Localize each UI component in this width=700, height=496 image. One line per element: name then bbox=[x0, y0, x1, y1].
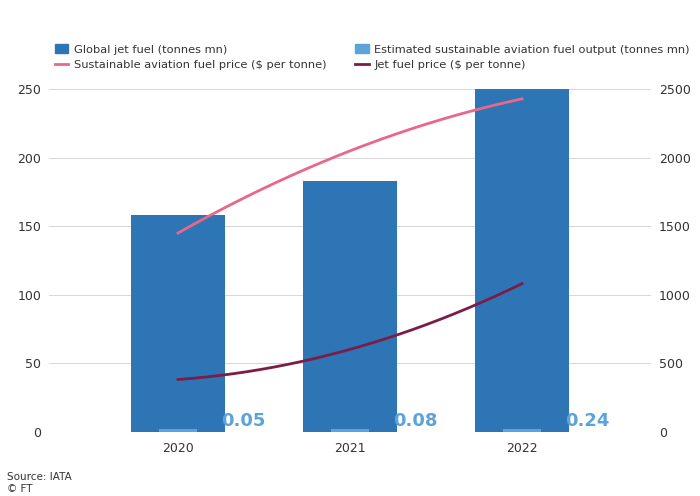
Text: Source: IATA
© FT: Source: IATA © FT bbox=[7, 472, 71, 494]
Bar bbox=[131, 215, 225, 432]
Text: 0.05: 0.05 bbox=[221, 412, 265, 430]
Bar bbox=[159, 430, 197, 432]
Text: 0.08: 0.08 bbox=[393, 412, 438, 430]
Bar bbox=[503, 430, 541, 432]
Legend: Global jet fuel (tonnes mn), Sustainable aviation fuel price ($ per tonne), Esti: Global jet fuel (tonnes mn), Sustainable… bbox=[55, 44, 690, 70]
Bar bbox=[302, 181, 398, 432]
Text: 0.24: 0.24 bbox=[565, 412, 610, 430]
Bar bbox=[475, 85, 569, 432]
Bar bbox=[331, 430, 369, 432]
